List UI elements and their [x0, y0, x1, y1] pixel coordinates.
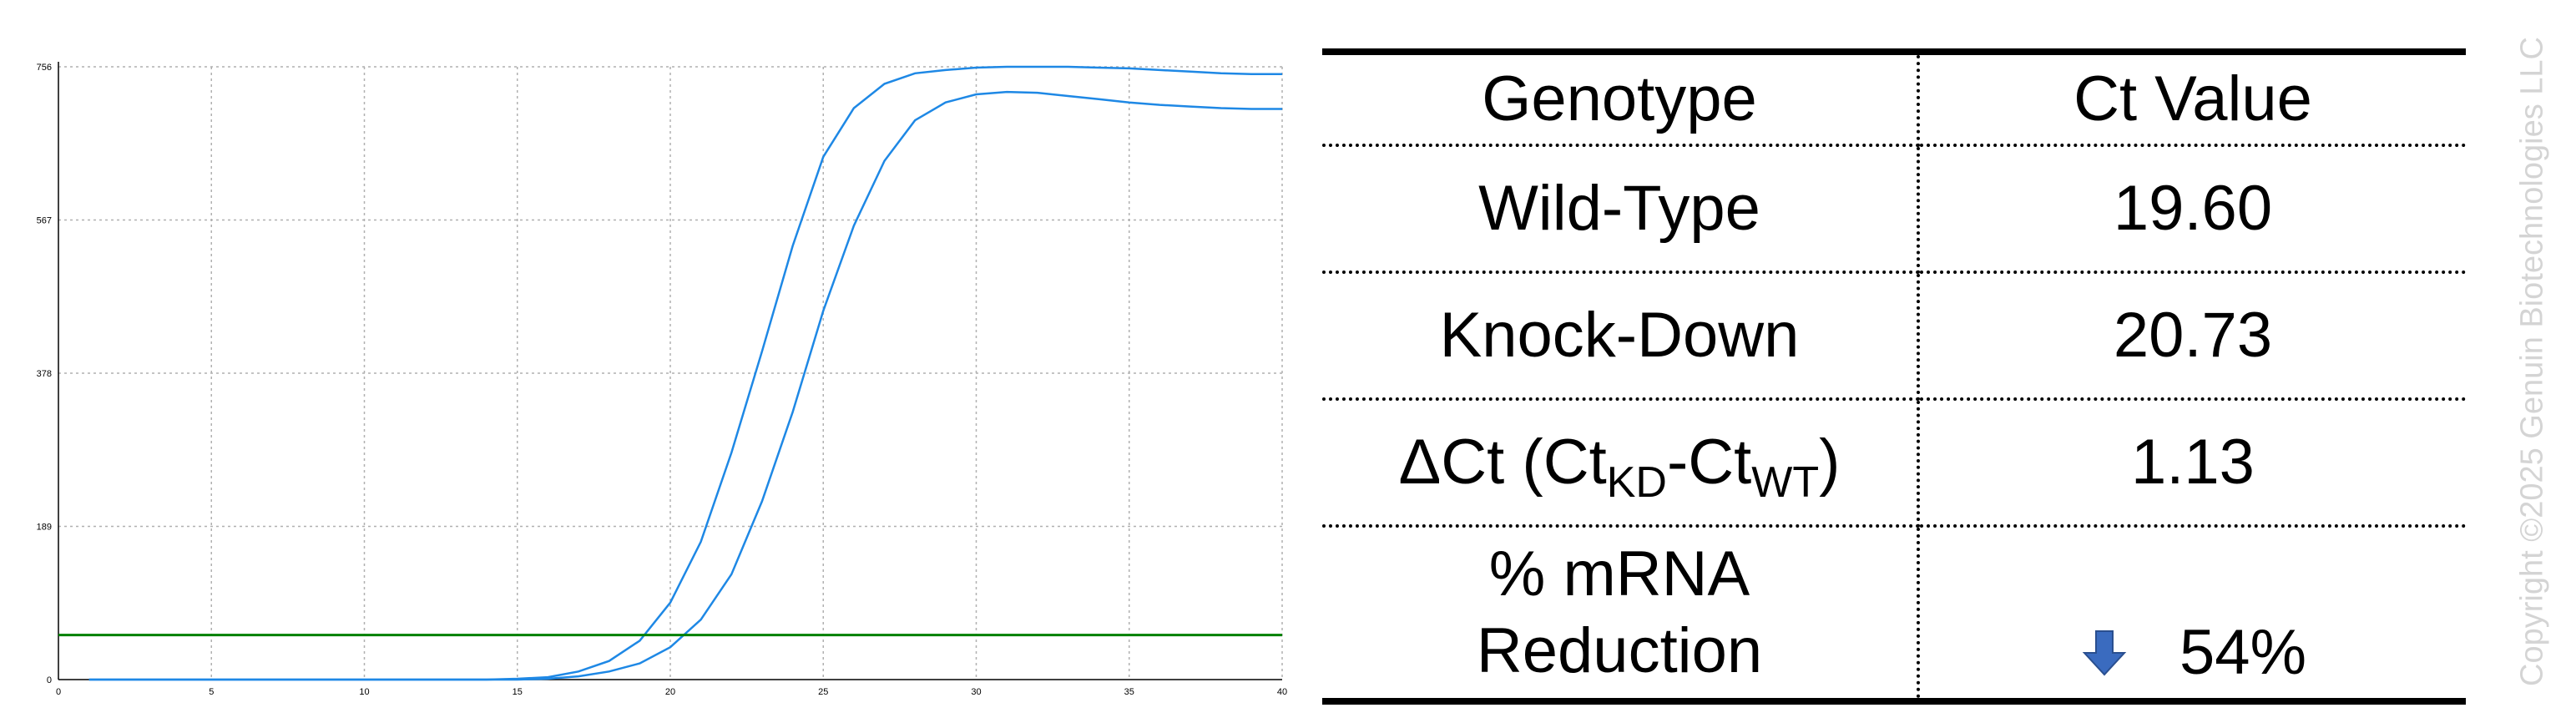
- delta-ct-label: ΔCt (CtKD-CtWT): [1322, 399, 1920, 528]
- table-row: Knock-Down 20.73: [1322, 272, 2466, 401]
- wild-type-ct: 19.60: [1918, 145, 2466, 274]
- chart-series: [88, 65, 1282, 681]
- y-tick-label: 189: [37, 523, 52, 533]
- knock-down-ct: 20.73: [1918, 272, 2466, 401]
- y-tick-label: 756: [37, 63, 52, 73]
- reduction-value-group: 54%: [2079, 614, 2306, 691]
- x-tick-label: 20: [665, 687, 675, 697]
- y-tick-label: 0: [47, 675, 52, 685]
- delta-ct-sub-wt: WT: [1751, 458, 1820, 507]
- ct-value-header: Ct Value: [1918, 52, 2466, 147]
- delta-ct-sub-kd: KD: [1606, 458, 1667, 507]
- delta-ct-mid: -Ct: [1666, 427, 1752, 498]
- delta-ct-suffix: ): [1819, 427, 1841, 498]
- amplification-curve-2: [88, 90, 1282, 681]
- results-table: Genotype Ct Value Wild-Type 19.60 Knock-…: [1322, 48, 2466, 705]
- table-row: % mRNA Reduction 54%: [1322, 526, 2466, 701]
- table-row: ΔCt (CtKD-CtWT) 1.13: [1322, 399, 2466, 528]
- down-arrow-icon: [2082, 629, 2127, 675]
- wild-type-label: Wild-Type: [1322, 145, 1920, 274]
- x-tick-label: 40: [1277, 687, 1287, 697]
- x-tick-label: 15: [513, 687, 523, 697]
- genotype-header: Genotype: [1322, 52, 1920, 147]
- reduction-value-cell: 54%: [1918, 526, 2466, 701]
- x-tick-label: 30: [971, 687, 981, 697]
- copyright-watermark: Copyright ©2025 Genuin Biotechnologies L…: [2514, 37, 2550, 686]
- y-tick-label: 567: [37, 216, 52, 226]
- reduction-label-line2: Reduction: [1476, 615, 1763, 686]
- x-tick-label: 35: [1124, 687, 1134, 697]
- amplification-chart: 0 5 10 15 20 25 30 35 40 0 189 378 567 756: [37, 62, 1287, 697]
- x-tick-label: 25: [818, 687, 828, 697]
- knock-down-label: Knock-Down: [1322, 272, 1920, 401]
- reduction-label-line1: % mRNA: [1488, 538, 1750, 609]
- x-tick-label: 10: [359, 687, 369, 697]
- table-header-row: Genotype Ct Value: [1322, 52, 2466, 147]
- chart-tick-labels: 0 5 10 15 20 25 30 35 40 0 189 378 567 756: [37, 63, 1287, 697]
- x-tick-label: 5: [209, 687, 214, 697]
- delta-ct-prefix: ΔCt (Ct: [1398, 427, 1607, 498]
- reduction-value: 54%: [2179, 616, 2307, 688]
- reduction-label: % mRNA Reduction: [1322, 526, 1920, 701]
- y-tick-label: 378: [37, 369, 52, 379]
- chart-grid: [58, 66, 1283, 680]
- amplification-curve-1: [88, 65, 1282, 681]
- x-tick-label: 0: [56, 687, 61, 697]
- table-row: Wild-Type 19.60: [1322, 145, 2466, 274]
- delta-ct-value: 1.13: [1918, 399, 2466, 528]
